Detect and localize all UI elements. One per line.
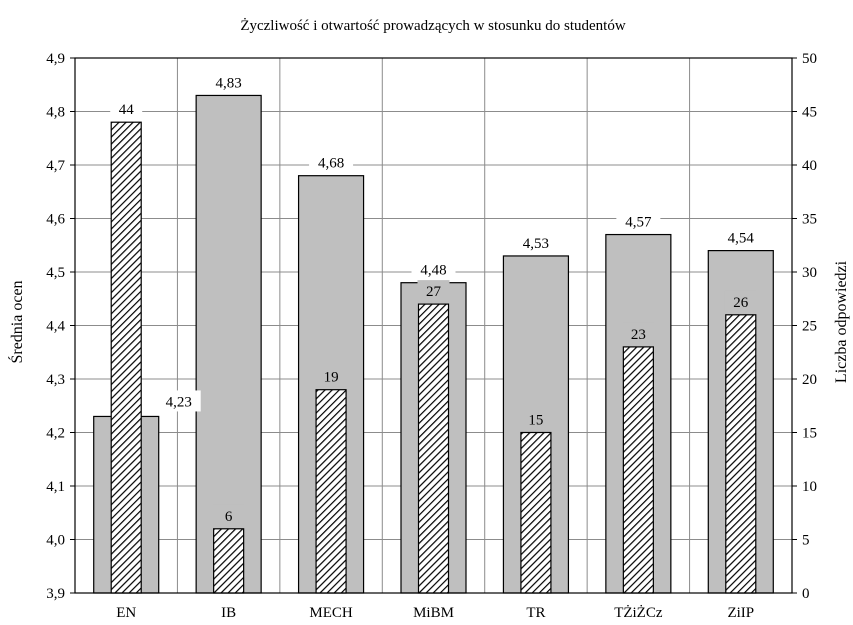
y-left-tick-label: 4,9 — [46, 51, 65, 67]
bar-count — [623, 347, 653, 593]
data-label-average: 4,68 — [318, 156, 344, 172]
y-right-tick-label: 35 — [802, 212, 817, 228]
y-left-tick-label: 4,1 — [46, 479, 65, 495]
data-label-average: 4,53 — [523, 236, 549, 252]
x-tick-label: ZiIP — [727, 605, 754, 621]
y-right-tick-label: 5 — [802, 533, 810, 549]
y-right-tick-label: 0 — [802, 586, 810, 602]
y-right-tick-label: 15 — [802, 426, 817, 442]
bar-count — [316, 390, 346, 593]
y-right-tick-label: 45 — [802, 105, 817, 121]
y-left-tick-label: 4,5 — [46, 265, 65, 281]
chart-title: Życzliwość i otwartość prowadzących w st… — [240, 18, 625, 34]
y-right-tick-label: 10 — [802, 479, 817, 495]
data-label-average: 4,48 — [420, 263, 446, 279]
data-label-average: 4,57 — [625, 215, 652, 231]
data-label-count: 6 — [225, 509, 233, 525]
data-label-count: 27 — [426, 284, 442, 300]
data-label-count: 15 — [528, 413, 543, 429]
y-left-tick-label: 4,2 — [46, 426, 65, 442]
y-left-tick-label: 4,4 — [46, 319, 65, 335]
y-right-tick-label: 25 — [802, 319, 817, 335]
data-label-average: 4,23 — [166, 394, 192, 410]
y-right-tick-label: 40 — [802, 158, 817, 174]
bar-count — [419, 304, 449, 593]
data-label-average: 4,83 — [216, 75, 242, 91]
data-label-count: 23 — [631, 327, 646, 343]
data-label-count: 44 — [119, 102, 135, 118]
bar-count — [521, 433, 551, 594]
bar-count — [726, 315, 756, 593]
x-tick-label: MECH — [309, 605, 353, 621]
x-tick-label: TR — [526, 605, 545, 621]
y-axis-left-title: Średnia ocen — [7, 280, 26, 363]
x-tick-label: MiBM — [413, 605, 454, 621]
x-tick-label: IB — [221, 605, 236, 621]
y-left-tick-label: 4,7 — [46, 158, 65, 174]
data-label-count: 19 — [324, 370, 339, 386]
x-tick-label: TŻiŻCz — [614, 605, 663, 621]
x-tick-label: EN — [116, 605, 136, 621]
y-axis-right-title: Liczba odpowiedzi — [833, 260, 850, 383]
bar-count — [111, 122, 141, 593]
bars-layer — [94, 95, 774, 593]
y-left-tick-label: 4,3 — [46, 372, 65, 388]
y-left-tick-label: 4,8 — [46, 105, 65, 121]
bar-count — [214, 529, 244, 593]
y-right-tick-label: 30 — [802, 265, 817, 281]
y-right-tick-label: 50 — [802, 51, 817, 67]
y-right-tick-label: 20 — [802, 372, 817, 388]
y-left-tick-label: 4,6 — [46, 212, 65, 228]
data-label-count: 26 — [733, 295, 749, 311]
y-left-tick-label: 3,9 — [46, 586, 65, 602]
y-left-tick-label: 4,0 — [46, 533, 65, 549]
data-label-average: 4,54 — [728, 231, 755, 247]
